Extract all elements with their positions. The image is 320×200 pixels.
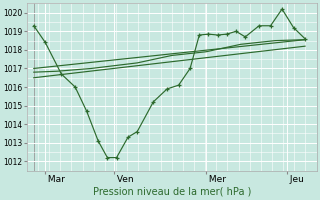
X-axis label: Pression niveau de la mer( hPa ): Pression niveau de la mer( hPa ) [92,187,251,197]
